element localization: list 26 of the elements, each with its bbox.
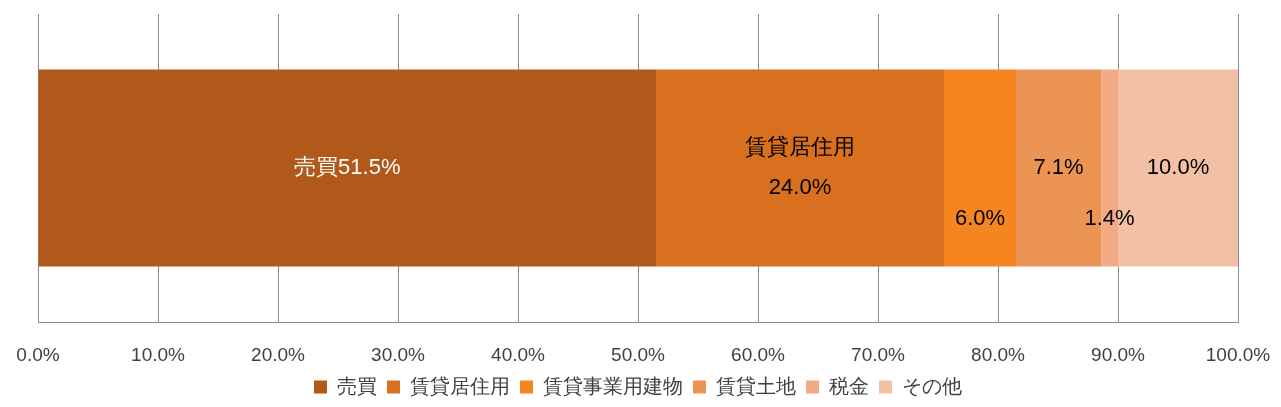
x-tick-label: 40.0% — [491, 343, 546, 365]
bar — [944, 69, 1016, 267]
x-tick-label: 50.0% — [611, 343, 666, 365]
data-label: 10.0% — [1146, 154, 1210, 180]
legend-label: 売買 — [337, 374, 377, 397]
legend-label: 賃貸事業用建物 — [543, 374, 683, 397]
x-tick-label: 80.0% — [971, 343, 1026, 365]
data-label: 賃貸居住用 24.0% — [745, 134, 855, 200]
data-label: 1.4% — [1084, 205, 1135, 231]
legend-label: 賃貸居住用 — [410, 374, 510, 397]
bar — [656, 69, 944, 267]
legend-label: その他 — [902, 374, 962, 397]
x-tick-label: 0.0% — [16, 343, 60, 365]
legend-label: 税金 — [829, 374, 869, 397]
x-tick-label: 60.0% — [731, 343, 786, 365]
data-label: 売買51.5% — [294, 154, 401, 180]
x-tick-label: 70.0% — [851, 343, 906, 365]
x-tick-label: 10.0% — [131, 343, 186, 365]
x-tick-label: 30.0% — [371, 343, 426, 365]
x-tick-label: 20.0% — [251, 343, 306, 365]
bar — [38, 69, 656, 267]
x-tick-label: 90.0% — [1091, 343, 1146, 365]
data-label: 6.0% — [954, 205, 1006, 231]
legend-label: 賃貸土地 — [716, 374, 796, 397]
x-tick-label: 100.0% — [1205, 343, 1271, 365]
data-label: 7.1% — [1033, 154, 1084, 180]
